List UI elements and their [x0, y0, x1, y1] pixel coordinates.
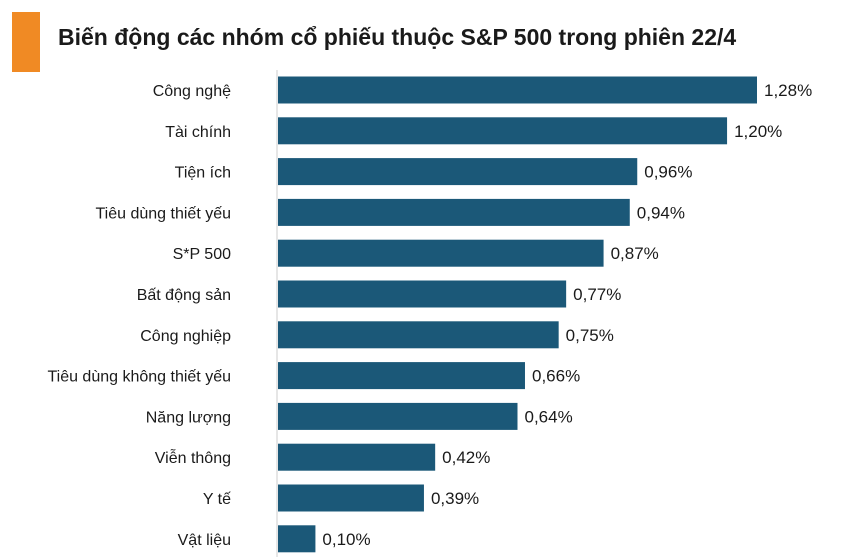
bar — [278, 239, 604, 267]
bar — [278, 484, 424, 512]
value-label: 1,28% — [764, 81, 812, 100]
category-label: Y tế — [203, 491, 231, 508]
value-label: 0,66% — [532, 367, 580, 386]
bar — [278, 158, 638, 186]
bar — [278, 198, 630, 226]
chart-title: Biến động các nhóm cổ phiếu thuộc S&P 50… — [58, 24, 737, 50]
value-label: 0,64% — [525, 407, 573, 426]
category-label: Công nghiệp — [140, 328, 231, 345]
value-label: 0,39% — [431, 489, 479, 508]
value-label: 0,42% — [442, 448, 490, 467]
category-label: Tài chính — [165, 124, 231, 141]
category-label: Vật liệu — [178, 532, 231, 549]
category-label: Tiêu dùng thiết yếu — [96, 205, 232, 222]
bar — [278, 402, 518, 430]
category-label: Năng lượng — [146, 409, 231, 426]
value-label: 0,96% — [644, 163, 692, 182]
value-label: 0,10% — [322, 530, 370, 549]
category-label: S*P 500 — [173, 246, 232, 263]
bar — [278, 443, 436, 471]
bar — [278, 280, 567, 308]
category-label: Tiêu dùng không thiết yếu — [47, 369, 231, 386]
title-accent-bar — [12, 12, 40, 72]
bar — [278, 362, 525, 390]
bar — [278, 76, 757, 104]
bar — [278, 525, 316, 553]
value-label: 0,75% — [566, 326, 614, 345]
bars-group: Công nghệ 1,28% Tài chính 1,20% Tiện ích 0,96… — [47, 76, 812, 553]
bar — [278, 117, 728, 145]
category-label: Viễn thông — [155, 448, 231, 467]
category-label: Công nghệ — [153, 83, 231, 100]
category-label: Bất động sản — [137, 287, 231, 304]
value-label: 0,94% — [637, 203, 685, 222]
value-label: 0,77% — [573, 285, 621, 304]
value-label: 0,87% — [611, 244, 659, 263]
category-label: Tiện ích — [175, 165, 231, 182]
bar — [278, 321, 559, 349]
value-label: 1,20% — [734, 122, 782, 141]
